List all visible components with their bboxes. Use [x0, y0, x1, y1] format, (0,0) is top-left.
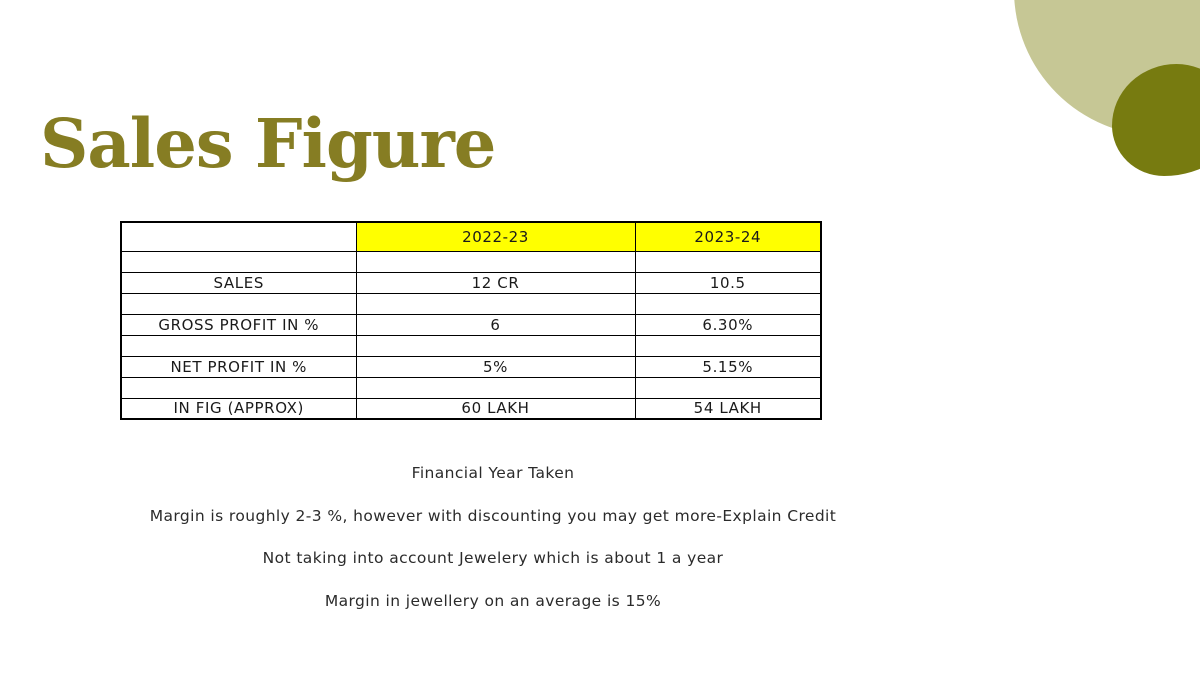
- table-row-spacer: [120, 250, 822, 273]
- table-header-cell-2022-23: 2022-23: [355, 221, 636, 252]
- table-cell: [355, 292, 636, 315]
- table-cell: [634, 334, 822, 357]
- table-row-spacer: [120, 292, 822, 315]
- table-cell: 5%: [355, 355, 636, 378]
- note-financial-year: Financial Year Taken: [411, 464, 575, 483]
- table-cell: 5.15%: [634, 355, 822, 378]
- note-jewellery-exclusion: Not taking into account Jewelery which i…: [262, 549, 724, 568]
- table-row-spacer: [120, 376, 822, 399]
- table-header-row: 2022-23 2023-24: [120, 221, 822, 252]
- table-cell: [120, 292, 357, 315]
- table-cell: [634, 376, 822, 399]
- table-cell: [120, 334, 357, 357]
- row-label-gross-profit: GROSS PROFIT IN %: [120, 313, 357, 336]
- table-row-sales: SALES 12 CR 10.5: [120, 271, 822, 294]
- row-label-net-profit: NET PROFIT IN %: [120, 355, 357, 378]
- table-header-cell-2023-24: 2023-24: [634, 221, 822, 252]
- note-jewellery-margin: Margin in jewellery on an average is 15%: [324, 592, 662, 611]
- table-row-gross-profit: GROSS PROFIT IN % 6 6.30%: [120, 313, 822, 336]
- note-margin-discounting: Margin is roughly 2-3 %, however with di…: [149, 506, 837, 525]
- row-label-in-fig-approx: IN FIG (APPROX): [120, 397, 357, 420]
- table-cell: [120, 250, 357, 273]
- table-cell: 6: [355, 313, 636, 336]
- table-cell: [120, 376, 357, 399]
- table-cell: 6.30%: [634, 313, 822, 336]
- slide-title: Sales Figure: [40, 104, 496, 183]
- table-cell: 54 LAKH: [634, 397, 822, 420]
- table-row-net-profit: NET PROFIT IN % 5% 5.15%: [120, 355, 822, 378]
- notes-block: Financial Year Taken Margin is roughly 2…: [90, 452, 896, 622]
- table-row-spacer: [120, 334, 822, 357]
- table-cell: [355, 376, 636, 399]
- sales-figures-table: 2022-23 2023-24 SALES 12 CR 10.5 GROSS P…: [120, 221, 822, 420]
- table-cell: [355, 250, 636, 273]
- table-cell: 12 CR: [355, 271, 636, 294]
- table-cell: 10.5: [634, 271, 822, 294]
- table-row-in-fig-approx: IN FIG (APPROX) 60 LAKH 54 LAKH: [120, 397, 822, 420]
- table-cell: [355, 334, 636, 357]
- table-cell: [634, 292, 822, 315]
- row-label-sales: SALES: [120, 271, 357, 294]
- table-header-cell-blank: [120, 221, 357, 252]
- table-cell: 60 LAKH: [355, 397, 636, 420]
- table-cell: [634, 250, 822, 273]
